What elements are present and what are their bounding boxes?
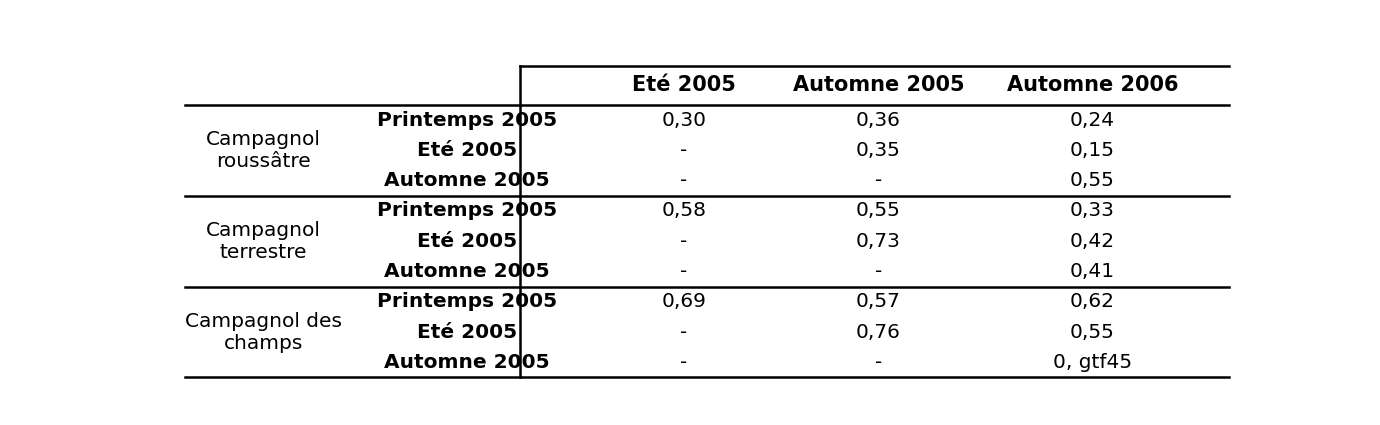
Text: -: - [680, 353, 687, 372]
Text: Campagnol
terrestre: Campagnol terrestre [206, 221, 320, 262]
Text: 0,24: 0,24 [1070, 110, 1115, 130]
Text: Campagnol
roussâtre: Campagnol roussâtre [206, 130, 320, 171]
Text: Eté 2005: Eté 2005 [417, 323, 516, 342]
Text: Printemps 2005: Printemps 2005 [377, 201, 556, 221]
Text: Automne 2005: Automne 2005 [384, 262, 549, 281]
Text: 0,58: 0,58 [661, 201, 707, 221]
Text: 0,76: 0,76 [856, 323, 901, 342]
Text: -: - [875, 262, 882, 281]
Text: Automne 2005: Automne 2005 [792, 75, 965, 95]
Text: 0,69: 0,69 [661, 292, 707, 311]
Text: -: - [680, 141, 687, 160]
Text: 0,30: 0,30 [661, 110, 707, 130]
Text: 0,55: 0,55 [1070, 323, 1115, 342]
Text: 0,57: 0,57 [856, 292, 901, 311]
Text: 0,42: 0,42 [1070, 232, 1115, 251]
Text: 0,33: 0,33 [1070, 201, 1115, 221]
Text: Printemps 2005: Printemps 2005 [377, 110, 556, 130]
Text: 0,73: 0,73 [856, 232, 901, 251]
Text: 0,35: 0,35 [856, 141, 901, 160]
Text: -: - [680, 171, 687, 190]
Text: -: - [875, 353, 882, 372]
Text: -: - [680, 232, 687, 251]
Text: Automne 2006: Automne 2006 [1006, 75, 1179, 95]
Text: Campagnol des
champs: Campagnol des champs [185, 312, 342, 352]
Text: Eté 2005: Eté 2005 [417, 232, 516, 251]
Text: 0,36: 0,36 [856, 110, 901, 130]
Text: Automne 2005: Automne 2005 [384, 353, 549, 372]
Text: 0,41: 0,41 [1070, 262, 1115, 281]
Text: 0, gtf45: 0, gtf45 [1053, 353, 1132, 372]
Text: Automne 2005: Automne 2005 [384, 171, 549, 190]
Text: Eté 2005: Eté 2005 [417, 141, 516, 160]
Text: 0,15: 0,15 [1070, 141, 1115, 160]
Text: 0,55: 0,55 [856, 201, 901, 221]
Text: -: - [680, 323, 687, 342]
Text: Eté 2005: Eté 2005 [632, 75, 736, 95]
Text: 0,55: 0,55 [1070, 171, 1115, 190]
Text: Printemps 2005: Printemps 2005 [377, 292, 556, 311]
Text: 0,62: 0,62 [1070, 292, 1115, 311]
Text: -: - [680, 262, 687, 281]
Text: -: - [875, 171, 882, 190]
